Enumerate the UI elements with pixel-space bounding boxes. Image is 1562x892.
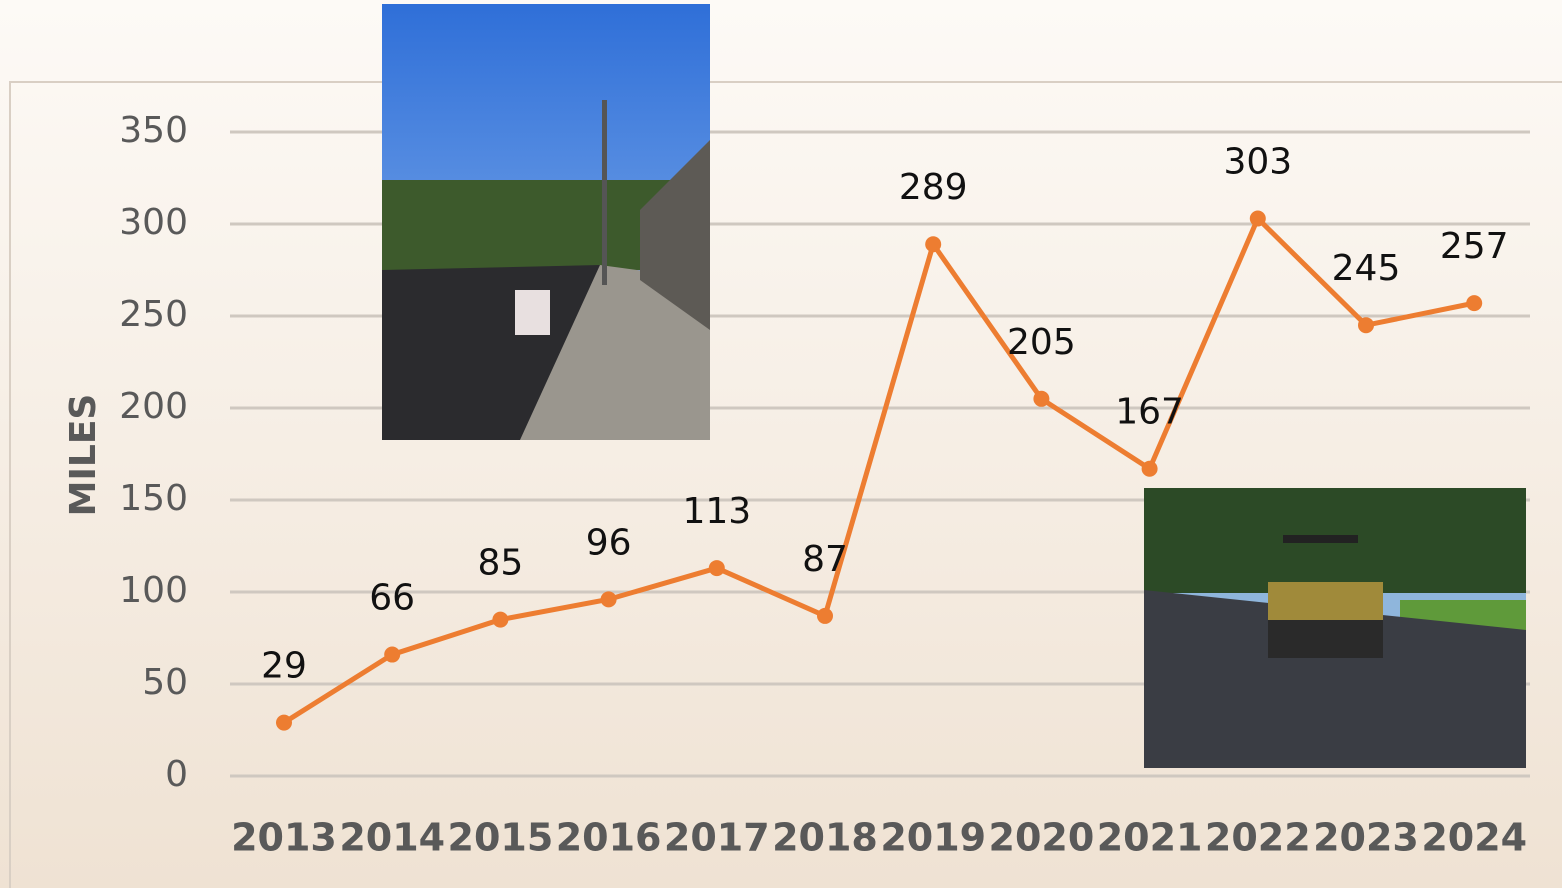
data-point: [384, 646, 401, 663]
data-point: [1141, 460, 1158, 477]
y-tick-label: 100: [119, 570, 188, 611]
chart-border: [9, 81, 1562, 892]
data-label: 303: [1223, 141, 1292, 182]
x-tick-label: 2024: [1421, 816, 1527, 860]
data-label: 29: [261, 646, 307, 687]
x-tick-label: 2023: [1313, 816, 1419, 860]
data-label: 245: [1332, 248, 1401, 289]
x-tick-label: 2014: [339, 816, 445, 860]
y-tick-label: 300: [119, 202, 188, 243]
data-label: 113: [682, 491, 751, 532]
data-point: [1466, 295, 1483, 312]
data-label: 96: [586, 522, 632, 563]
photo-paving: [382, 4, 710, 440]
x-tick-label: 2019: [880, 816, 986, 860]
data-point: [708, 560, 725, 577]
y-tick-label: 250: [119, 294, 188, 335]
data-label: 66: [369, 578, 415, 619]
x-tick-label: 2021: [1097, 816, 1203, 860]
data-label: 167: [1115, 392, 1184, 433]
data-point: [600, 591, 617, 608]
x-tick-label: 2022: [1205, 816, 1311, 860]
data-point: [925, 236, 942, 253]
data-point: [492, 611, 509, 628]
x-tick-label: 2016: [556, 816, 662, 860]
y-tick-label: 200: [119, 386, 188, 427]
data-point: [817, 607, 833, 624]
data-label: 205: [1007, 322, 1076, 363]
data-point: [1358, 317, 1374, 334]
data-point: [1033, 390, 1050, 407]
x-tick-label: 2020: [989, 816, 1095, 860]
series-line: [282, 214, 1475, 725]
x-tick-label: 2015: [448, 816, 554, 860]
y-tick-label: 50: [142, 662, 188, 703]
data-label: 87: [802, 539, 848, 580]
data-point: [1249, 210, 1266, 227]
x-tick-label: 2017: [664, 816, 770, 860]
data-point: [276, 714, 292, 731]
y-tick-label: 0: [165, 754, 188, 795]
data-label: 289: [899, 167, 968, 208]
photo-roller: [1144, 488, 1526, 768]
y-tick-label: 150: [119, 478, 188, 519]
data-label: 257: [1440, 226, 1509, 267]
data-label: 85: [477, 543, 523, 584]
y-axis-label: MILES: [63, 394, 104, 517]
y-tick-label: 350: [119, 110, 188, 151]
x-tick-label: 2018: [772, 816, 878, 860]
x-tick-label: 2013: [231, 816, 337, 860]
